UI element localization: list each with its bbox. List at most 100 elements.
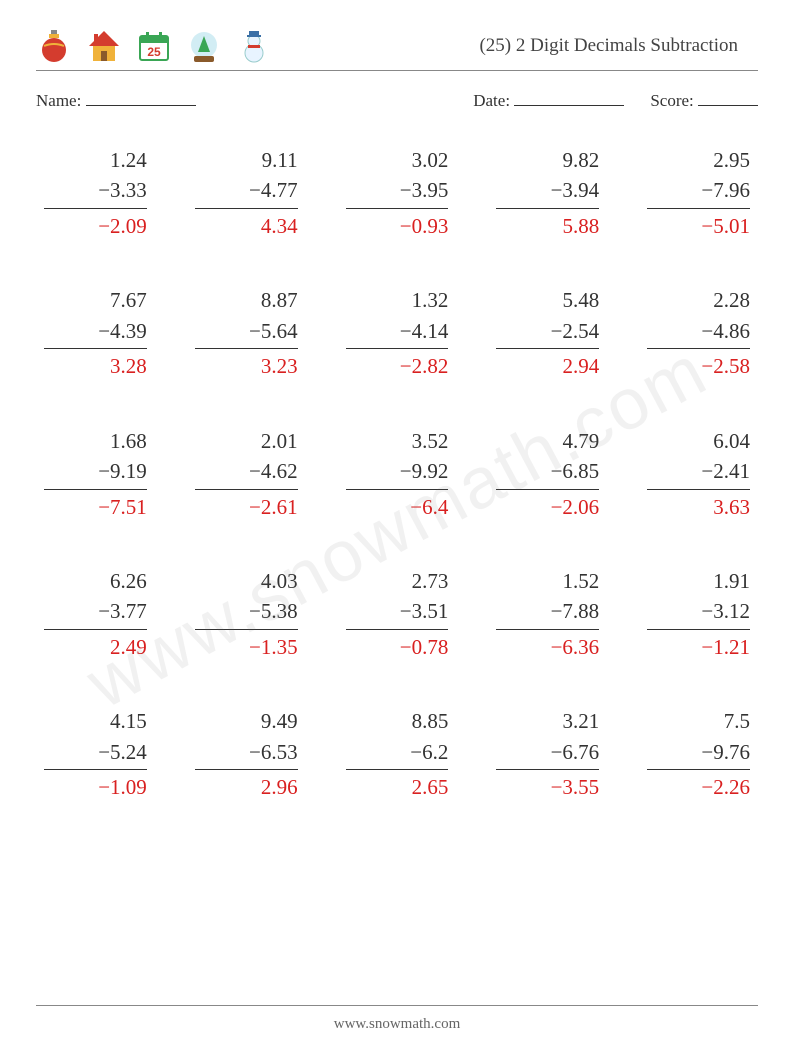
problem: 7.67−4.393.28 — [44, 285, 147, 381]
answer: 2.94 — [496, 349, 599, 381]
name-blank — [86, 89, 196, 106]
answer: −1.35 — [195, 630, 298, 662]
footer-text: www.snowmath.com — [334, 1016, 461, 1032]
minuend: 2.28 — [647, 285, 750, 315]
subtrahend: −5.24 — [44, 737, 147, 770]
header-row: 25 — [36, 28, 758, 64]
answer: −3.55 — [496, 770, 599, 802]
answer: −2.06 — [496, 490, 599, 522]
subtrahend: −2.54 — [496, 316, 599, 349]
minuend: 1.91 — [647, 566, 750, 596]
problem: 9.11−4.774.34 — [195, 145, 298, 241]
answer: −6.4 — [346, 490, 449, 522]
problem: 2.73−3.51−0.78 — [346, 566, 449, 662]
minuend: 4.03 — [195, 566, 298, 596]
minuend: 1.52 — [496, 566, 599, 596]
minuend: 2.95 — [647, 145, 750, 175]
answer: 3.28 — [44, 349, 147, 381]
problem: 3.21−6.76−3.55 — [496, 706, 599, 802]
snowglobe-icon — [186, 28, 222, 64]
answer: −2.61 — [195, 490, 298, 522]
answer: −2.58 — [647, 349, 750, 381]
problem: 5.48−2.542.94 — [496, 285, 599, 381]
answer: 3.63 — [647, 490, 750, 522]
minuend: 4.15 — [44, 706, 147, 736]
minuend: 1.24 — [44, 145, 147, 175]
minuend: 9.82 — [496, 145, 599, 175]
answer: −0.93 — [346, 209, 449, 241]
answer: −2.26 — [647, 770, 750, 802]
minuend: 6.04 — [647, 426, 750, 456]
subtrahend: −9.19 — [44, 456, 147, 489]
problem: 3.02−3.95−0.93 — [346, 145, 449, 241]
problem: 1.91−3.12−1.21 — [647, 566, 750, 662]
subtrahend: −2.41 — [647, 456, 750, 489]
problem: 9.82−3.945.88 — [496, 145, 599, 241]
subtrahend: −7.88 — [496, 596, 599, 629]
date-field: Date: — [473, 89, 624, 111]
minuend: 3.52 — [346, 426, 449, 456]
problem: 7.5−9.76−2.26 — [647, 706, 750, 802]
answer: −2.09 — [44, 209, 147, 241]
subtrahend: −4.86 — [647, 316, 750, 349]
subtrahend: −9.92 — [346, 456, 449, 489]
name-label: Name: — [36, 91, 81, 110]
answer: −6.36 — [496, 630, 599, 662]
problem: 2.01−4.62−2.61 — [195, 426, 298, 522]
answer: −7.51 — [44, 490, 147, 522]
answer: 4.34 — [195, 209, 298, 241]
minuend: 9.49 — [195, 706, 298, 736]
answer: 2.49 — [44, 630, 147, 662]
date-blank — [514, 89, 624, 106]
subtrahend: −9.76 — [647, 737, 750, 770]
subtrahend: −4.62 — [195, 456, 298, 489]
answer: −0.78 — [346, 630, 449, 662]
subtrahend: −6.2 — [346, 737, 449, 770]
subtrahend: −6.53 — [195, 737, 298, 770]
ornament-icon — [36, 28, 72, 64]
minuend: 1.32 — [346, 285, 449, 315]
subtrahend: −3.51 — [346, 596, 449, 629]
minuend: 4.79 — [496, 426, 599, 456]
minuend: 5.48 — [496, 285, 599, 315]
worksheet-page: 25 — [0, 0, 794, 803]
subtrahend: −5.64 — [195, 316, 298, 349]
answer: 3.23 — [195, 349, 298, 381]
subtrahend: −6.85 — [496, 456, 599, 489]
problem: 1.32−4.14−2.82 — [346, 285, 449, 381]
problem: 6.04−2.413.63 — [647, 426, 750, 522]
problem: 2.95−7.96−5.01 — [647, 145, 750, 241]
minuend: 3.21 — [496, 706, 599, 736]
score-field: Score: — [650, 89, 758, 111]
problem: 1.52−7.88−6.36 — [496, 566, 599, 662]
problem: 3.52−9.92−6.4 — [346, 426, 449, 522]
problem: 2.28−4.86−2.58 — [647, 285, 750, 381]
subtrahend: −4.14 — [346, 316, 449, 349]
calendar-icon: 25 — [136, 28, 172, 64]
snowman-icon — [236, 28, 272, 64]
problem: 1.68−9.19−7.51 — [44, 426, 147, 522]
header-icons: 25 — [36, 28, 272, 64]
subtrahend: −3.12 — [647, 596, 750, 629]
subtrahend: −4.77 — [195, 175, 298, 208]
problem: 8.87−5.643.23 — [195, 285, 298, 381]
minuend: 3.02 — [346, 145, 449, 175]
subtrahend: −6.76 — [496, 737, 599, 770]
minuend: 7.67 — [44, 285, 147, 315]
answer: −2.82 — [346, 349, 449, 381]
score-blank — [698, 89, 758, 106]
minuend: 8.87 — [195, 285, 298, 315]
problem: 6.26−3.772.49 — [44, 566, 147, 662]
header-divider — [36, 70, 758, 71]
subtrahend: −3.94 — [496, 175, 599, 208]
minuend: 8.85 — [346, 706, 449, 736]
minuend: 6.26 — [44, 566, 147, 596]
name-field: Name: — [36, 89, 196, 111]
calendar-day: 25 — [147, 45, 161, 59]
answer: 2.96 — [195, 770, 298, 802]
problem: 4.15−5.24−1.09 — [44, 706, 147, 802]
subtrahend: −3.95 — [346, 175, 449, 208]
subtrahend: −5.38 — [195, 596, 298, 629]
answer: −1.09 — [44, 770, 147, 802]
minuend: 7.5 — [647, 706, 750, 736]
